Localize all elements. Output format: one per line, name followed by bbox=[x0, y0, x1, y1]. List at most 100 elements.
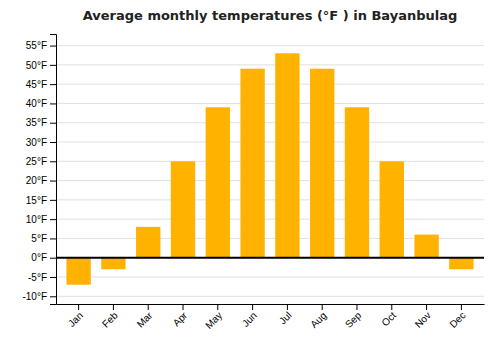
y-tick-mark bbox=[50, 296, 56, 297]
x-tick: Jun bbox=[240, 304, 259, 329]
y-tick: 40°F bbox=[26, 98, 56, 109]
x-tick-mark bbox=[252, 304, 253, 310]
x-tick-mark bbox=[183, 304, 184, 310]
y-tick-label: 5°F bbox=[31, 233, 47, 244]
bar bbox=[66, 258, 90, 285]
grid-line bbox=[56, 122, 484, 123]
y-tick-mark bbox=[50, 238, 56, 239]
y-tick-mark bbox=[50, 123, 56, 124]
bar bbox=[240, 69, 264, 258]
x-tick: Mar bbox=[135, 304, 155, 330]
grid-line bbox=[56, 219, 484, 220]
x-tick-label: Sep bbox=[343, 309, 364, 330]
x-tick-label: Apr bbox=[171, 309, 190, 328]
y-tick-mark bbox=[50, 219, 56, 220]
y-tick: 15°F bbox=[26, 195, 56, 206]
y-axis-line bbox=[50, 35, 57, 305]
x-tick-mark bbox=[391, 304, 392, 310]
bar bbox=[171, 161, 195, 257]
y-tick: -10°F bbox=[22, 291, 56, 302]
x-tick: Sep bbox=[343, 304, 364, 330]
grid bbox=[56, 46, 484, 297]
y-tick-mark bbox=[50, 161, 56, 162]
x-tick-label: Mar bbox=[135, 309, 155, 329]
y-tick: 25°F bbox=[26, 156, 56, 167]
x-tick: Dec bbox=[447, 304, 467, 330]
y-tick-label: 45°F bbox=[26, 79, 47, 90]
bar bbox=[345, 107, 369, 257]
y-tick-label: 55°F bbox=[26, 40, 47, 51]
bar bbox=[380, 161, 404, 257]
grid-line bbox=[56, 84, 484, 85]
y-tick-label: -5°F bbox=[28, 272, 47, 283]
grid-line bbox=[56, 103, 484, 104]
y-axis: -10°F -5°F 0°F 5°F 10°F 15°F 20°F 25°F 30°F 35°F 4… bbox=[22, 35, 56, 305]
x-tick-mark bbox=[461, 304, 462, 310]
x-tick-label: Oct bbox=[379, 310, 398, 329]
x-tick-mark bbox=[148, 304, 149, 310]
y-tick: 20°F bbox=[26, 175, 56, 186]
grid-line bbox=[56, 45, 484, 46]
x-tick-label: May bbox=[203, 310, 224, 331]
x-tick: Jul bbox=[277, 304, 294, 326]
x-tick-mark bbox=[322, 304, 323, 310]
bars bbox=[66, 53, 473, 284]
x-tick-mark bbox=[78, 304, 79, 310]
plot: JanFebMarAprMayJunJulAugSepOctNovDec-10°… bbox=[22, 35, 484, 331]
y-tick-label: 15°F bbox=[26, 195, 47, 206]
y-tick: 30°F bbox=[26, 137, 56, 148]
y-tick-label: 30°F bbox=[26, 137, 47, 148]
y-tick-label: 25°F bbox=[26, 156, 47, 167]
x-tick: Feb bbox=[100, 304, 120, 330]
x-tick-mark bbox=[356, 304, 357, 310]
zero-line bbox=[56, 257, 484, 259]
bar bbox=[206, 107, 230, 257]
y-tick-mark bbox=[50, 181, 56, 182]
grid-line bbox=[56, 142, 484, 143]
x-tick-mark bbox=[113, 304, 114, 310]
y-tick-label: 35°F bbox=[26, 117, 47, 128]
y-tick-label: -10°F bbox=[22, 291, 47, 302]
grid-line bbox=[56, 296, 484, 297]
bar bbox=[275, 53, 299, 257]
y-tick-mark bbox=[50, 142, 56, 143]
bar bbox=[136, 227, 160, 258]
y-tick-mark bbox=[50, 200, 56, 201]
x-tick-mark bbox=[217, 304, 218, 310]
x-tick: May bbox=[203, 304, 224, 331]
y-tick: -5°F bbox=[28, 272, 56, 283]
y-tick-mark bbox=[50, 277, 56, 278]
y-tick-label: 10°F bbox=[26, 214, 47, 225]
chart-svg: JanFebMarAprMayJunJulAugSepOctNovDec-10°… bbox=[0, 0, 500, 350]
y-tick: 50°F bbox=[26, 60, 56, 71]
y-tick-label: 40°F bbox=[26, 98, 47, 109]
y-tick: 0°F bbox=[31, 252, 56, 263]
y-tick-label: 50°F bbox=[26, 60, 47, 71]
x-tick-label: Jan bbox=[66, 310, 85, 329]
grid-line bbox=[56, 257, 484, 258]
y-tick-mark bbox=[50, 103, 56, 104]
x-tick: Nov bbox=[413, 304, 433, 330]
x-tick-label: Jun bbox=[240, 310, 259, 329]
x-tick-mark bbox=[287, 304, 288, 310]
y-tick-mark bbox=[50, 46, 56, 47]
bar bbox=[101, 258, 125, 270]
x-tick: Apr bbox=[171, 304, 190, 328]
grid-line bbox=[56, 64, 484, 65]
y-tick-mark bbox=[50, 84, 56, 85]
x-tick-mark bbox=[426, 304, 427, 310]
bar bbox=[449, 258, 473, 270]
x-tick-label: Jul bbox=[277, 310, 294, 327]
y-tick: 55°F bbox=[26, 40, 56, 51]
y-tick-mark bbox=[50, 65, 56, 66]
x-tick-label: Dec bbox=[447, 310, 467, 330]
x-axis: JanFebMarAprMayJunJulAugSepOctNovDec bbox=[57, 304, 485, 331]
y-tick: 35°F bbox=[26, 117, 56, 128]
grid-line bbox=[56, 161, 484, 162]
grid-line bbox=[56, 199, 484, 200]
y-tick: 10°F bbox=[26, 214, 56, 225]
grid-line bbox=[56, 180, 484, 181]
x-tick: Jan bbox=[66, 304, 85, 329]
y-tick-mark bbox=[50, 258, 56, 259]
x-tick-label: Nov bbox=[413, 310, 433, 330]
